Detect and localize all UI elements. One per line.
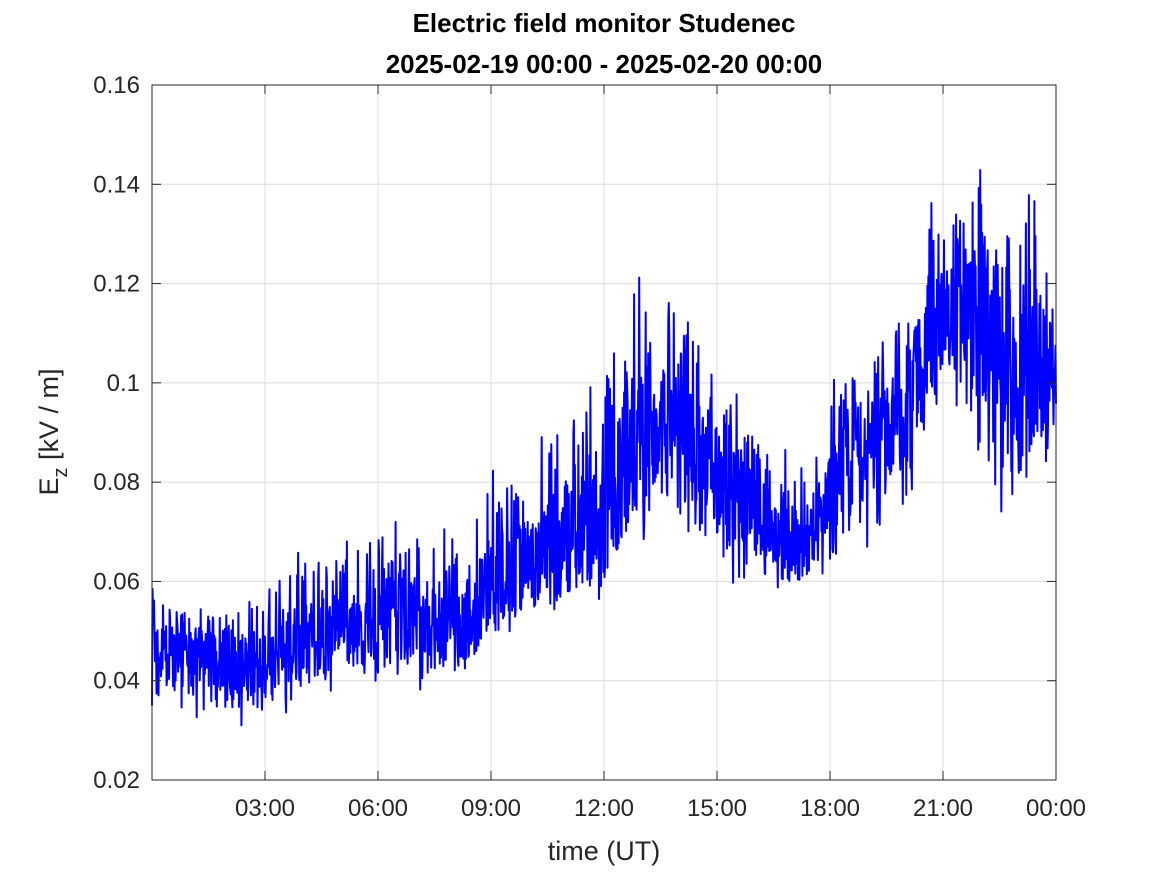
y-tick-label: 0.02 (93, 767, 140, 794)
chart-title: Electric field monitor Studenec (413, 8, 796, 38)
axis-ticks (152, 84, 1057, 781)
x-tick-label: 00:00 (1026, 795, 1086, 822)
y-tick-label: 0.1 (107, 370, 140, 397)
y-tick-label: 0.08 (93, 469, 140, 496)
y-tick-label: 0.16 (93, 72, 140, 99)
y-tick-labels: 0.02 0.04 0.06 0.08 0.1 0.12 0.14 0.16 (93, 72, 140, 794)
x-tick-label: 03:00 (235, 795, 295, 822)
y-axis-label-main: E (34, 478, 64, 496)
grid (152, 85, 1056, 780)
x-tick-label: 21:00 (913, 795, 973, 822)
y-axis-label-subscript: z (50, 468, 72, 478)
x-tick-label: 12:00 (574, 795, 634, 822)
x-tick-label: 15:00 (687, 795, 747, 822)
series-line-ez (151, 169, 1057, 727)
x-tick-label: 06:00 (348, 795, 408, 822)
chart-subtitle: 2025-02-19 00:00 - 2025-02-20 00:00 (386, 49, 823, 79)
y-axis-label-unit: [kV / m] (34, 368, 64, 467)
y-tick-label: 0.04 (93, 668, 140, 695)
data-series (151, 169, 1057, 727)
x-tick-label: 18:00 (800, 795, 860, 822)
x-axis-label: time (UT) (548, 836, 660, 866)
y-tick-label: 0.12 (93, 271, 140, 298)
x-tick-labels: 03:00 06:00 09:00 12:00 15:00 18:00 21:00 00:00 (235, 795, 1086, 822)
x-tick-label: 09:00 (461, 795, 521, 822)
y-tick-label: 0.06 (93, 568, 140, 595)
y-tick-label: 0.14 (93, 171, 140, 198)
y-axis-label: Ez [kV / m] (34, 368, 72, 495)
